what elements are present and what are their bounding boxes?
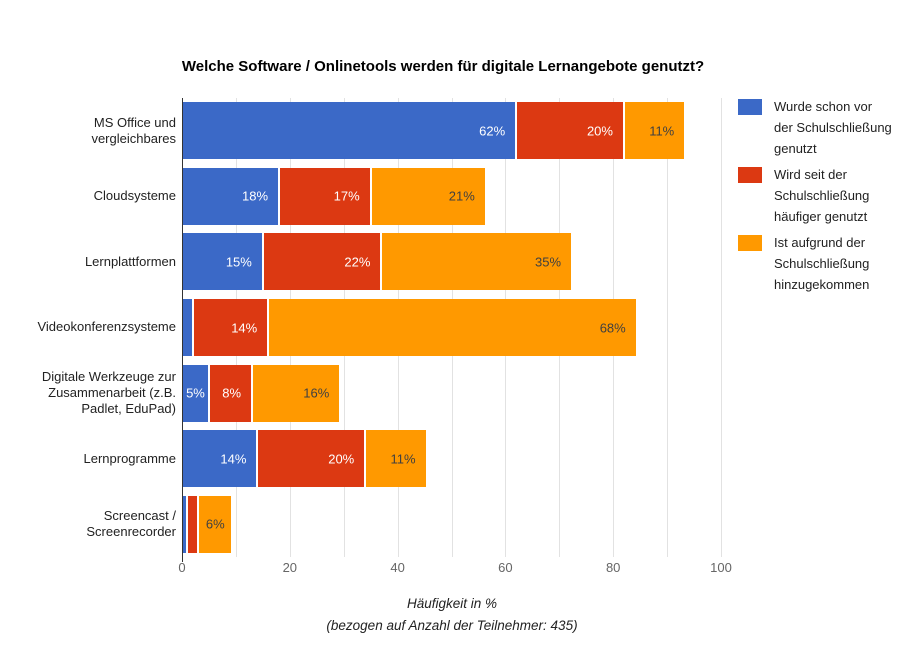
- x-tick-label: 100: [710, 560, 732, 575]
- bar-segment: 5%: [183, 364, 210, 422]
- bar-value-label: 20%: [328, 451, 355, 467]
- legend-item-label: Wurde schon vor der Schulschließung genu…: [774, 99, 892, 156]
- legend-item: Wird seit der Schulschließung häufiger g…: [738, 164, 903, 227]
- legend-swatch: [738, 235, 762, 251]
- bar-segment: 11%: [366, 430, 426, 488]
- category-label: Videokonferenzsysteme: [37, 319, 176, 335]
- bar-value-label: 14%: [231, 320, 258, 335]
- stacked-bar: 6%: [183, 495, 232, 553]
- bar-segment: 21%: [371, 167, 485, 225]
- stacked-bar: 18% 17% 21%: [183, 167, 485, 225]
- bar-value-label: 20%: [586, 123, 613, 139]
- x-tick-label: 20: [282, 560, 298, 575]
- bar-row: 5% 8% 16%: [183, 364, 340, 422]
- bar-segment: 6%: [199, 495, 232, 553]
- bar-segment: 22%: [263, 233, 383, 291]
- bar-segment: 20%: [258, 430, 367, 488]
- chart-title: Welche Software / Onlinetools werden für…: [181, 58, 705, 75]
- bar-value-label: 21%: [448, 188, 475, 204]
- bar-value-label: 11%: [390, 451, 416, 467]
- bar-value-label: 17%: [333, 188, 360, 204]
- bar-segment: 16%: [253, 364, 340, 422]
- legend-swatch: [738, 167, 762, 183]
- x-tick-label: 0: [178, 560, 186, 575]
- bar-row: 6%: [183, 495, 232, 553]
- bar-row: 15% 22% 35%: [183, 233, 572, 291]
- gridline: [667, 98, 669, 557]
- bar-row: 62% 20% 11%: [183, 102, 685, 160]
- bar-value-label: 8%: [222, 385, 242, 401]
- bar-segment: [183, 299, 194, 356]
- bar-segment: 18%: [183, 167, 281, 225]
- bar-segment: 17%: [280, 167, 372, 225]
- bar-value-label: 16%: [303, 385, 330, 401]
- bar-value-label: 5%: [186, 385, 205, 401]
- x-axis-title-block: Häufigkeit in % (bezogen auf Anzahl der …: [182, 593, 722, 637]
- bar-row: 14% 68%: [183, 299, 636, 356]
- bar-segment: 14%: [193, 299, 270, 356]
- bar-value-label: 35%: [535, 254, 562, 270]
- bar-segment: 68%: [269, 299, 636, 356]
- bar-value-label: 22%: [344, 254, 371, 270]
- stacked-bar: 5% 8% 16%: [183, 364, 340, 422]
- bar-segment: [188, 495, 200, 553]
- bar-segment: 8%: [209, 364, 254, 422]
- bar-row: 14% 20% 11%: [183, 430, 426, 488]
- gridline: [721, 98, 722, 557]
- bar-value-label: 15%: [225, 254, 252, 270]
- bar-value-label: 68%: [599, 320, 626, 335]
- legend-item-label: Ist aufgrund der Schulschließung hinzuge…: [774, 235, 870, 292]
- bar-value-label: 6%: [205, 516, 225, 532]
- category-label: Digitale Werkzeuge zur Zusammenarbeit (z…: [41, 369, 176, 417]
- stacked-bar: 14% 20% 11%: [183, 430, 426, 488]
- bar-value-label: 62%: [479, 123, 506, 139]
- bar-value-label: 11%: [649, 123, 675, 139]
- stacked-bar: 15% 22% 35%: [183, 233, 572, 291]
- x-tick-label: 60: [498, 560, 513, 575]
- legend-swatch: [738, 99, 762, 115]
- plot-area: 62% 20% 11% 18% 17% 21% 15% 22% 35% 14% 68% 5% 8% 16%…: [182, 98, 722, 557]
- bar-value-label: 14%: [220, 451, 247, 467]
- legend-item-label: Wird seit der Schulschließung häufiger g…: [774, 167, 870, 224]
- bar-row: 18% 17% 21%: [183, 167, 485, 225]
- bar-value-label: 18%: [241, 188, 269, 204]
- bar-segment: 35%: [382, 233, 572, 291]
- legend: Wurde schon vor der Schulschließung genu…: [738, 96, 903, 300]
- stacked-bar: 14% 68%: [183, 299, 636, 356]
- bar-segment: 20%: [517, 102, 625, 160]
- category-label: Lernplattformen: [84, 253, 176, 269]
- bar-segment: 62%: [183, 102, 518, 160]
- bar-segment: 11%: [624, 102, 685, 160]
- legend-item: Wurde schon vor der Schulschließung genu…: [738, 96, 903, 159]
- bar-segment: [183, 495, 189, 553]
- x-axis-title: Häufigkeit in %: [406, 596, 498, 611]
- category-label: Lernprogramme: [83, 450, 177, 466]
- legend-item: Ist aufgrund der Schulschließung hinzuge…: [738, 232, 903, 295]
- axis-baseline: [182, 98, 183, 557]
- bar-segment: 15%: [183, 233, 264, 291]
- bar-segment: 14%: [183, 430, 259, 488]
- category-label: Screencast / Screenrecorder: [86, 508, 176, 540]
- category-label: MS Office und vergleichbares: [91, 114, 176, 146]
- stacked-bar: 62% 20% 11%: [183, 102, 685, 160]
- x-axis-subtitle: (bezogen auf Anzahl der Teilnehmer: 435): [326, 618, 578, 633]
- category-label: Cloudsysteme: [93, 188, 176, 204]
- axis-zero-tick: [182, 557, 183, 562]
- x-tick-label: 40: [390, 560, 405, 575]
- x-tick-label: 80: [605, 560, 621, 575]
